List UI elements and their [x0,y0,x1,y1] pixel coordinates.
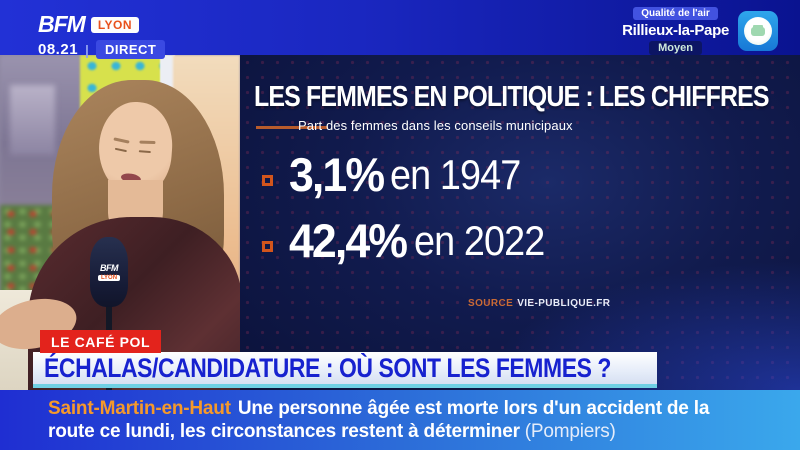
air-quality-city: Rillieux-la-Pape [622,22,729,39]
bfm-logo: BFM [38,11,86,37]
air-quality-glyph-icon [751,26,765,36]
source-label: SOURCE [468,298,514,309]
air-quality-widget: Qualité de l'air Rillieux-la-Pape Moyen [622,7,778,55]
air-quality-gauge-icon [744,17,772,45]
ticker-text-1: Une personne âgée est morte lors d'un ac… [237,398,710,419]
microphone-brand-label: BFM [100,263,119,273]
show-kicker-badge: LE CAFÉ POL [40,330,162,353]
stat-year: en 1947 [390,150,521,198]
presenter-eyebrow [139,140,156,145]
stat-row: 42,4% en 2022 [262,213,559,268]
infographic-panel: LES FEMMES EN POLITIQUE : LES CHIFFRES P… [240,55,800,390]
presenter-eye [138,150,151,154]
stat-row: 3,1% en 1947 [262,147,559,202]
ticker-line-2: route ce lundi, les circonstances resten… [48,420,800,443]
divider: | [85,41,89,58]
ticker-location: Saint-Martin-en-Haut [48,398,231,419]
clock: 08.21 [38,41,79,58]
source-line: SOURCE VIE-PUBLIQUE.FR [468,298,610,309]
region-badge: LYON [90,16,140,33]
presenter-eye [114,147,127,153]
source-name: VIE-PUBLIQUE.FR [517,298,611,309]
air-quality-icon [738,11,778,51]
stat-value: 42,4% [289,214,408,267]
stat-value: 3,1% [289,148,385,201]
air-quality-label: Qualité de l'air [633,7,718,20]
air-quality-level-badge: Moyen [649,41,702,55]
microphone: BFM LYON [90,237,128,307]
ticker-attribution: (Pompiers) [524,421,616,442]
title-accent-rule [256,126,328,129]
infographic-subtitle: Part des femmes dans les conseils munici… [298,118,573,133]
backdrop-building-highlight [10,85,55,155]
presenter-eyebrow [113,137,130,144]
headline-banner: ÉCHALAS/CANDIDATURE : OÙ SONT LES FEMMES… [33,352,657,388]
channel-brand: BFM LYON 08.21 | DIRECT [38,11,166,59]
news-ticker: Saint-Martin-en-Haut Une personne âgée es… [0,390,800,450]
bullet-square-icon [262,175,273,186]
ticker-text-2: route ce lundi, les circonstances resten… [48,421,520,442]
ticker-line-1: Saint-Martin-en-Haut Une personne âgée es… [48,397,800,420]
live-badge: DIRECT [95,40,166,59]
stat-year: en 2022 [414,216,545,264]
infographic-title: LES FEMMES EN POLITIQUE : LES CHIFFRES [254,81,770,113]
top-bar: BFM LYON 08.21 | DIRECT Qualité de l'air… [0,0,800,59]
stat-list: 3,1% en 1947 42,4% en 2022 [262,147,559,268]
headline-text: ÉCHALAS/CANDIDATURE : OÙ SONT LES FEMMES… [44,352,612,383]
bullet-square-icon [262,241,273,252]
microphone-region-label: LYON [97,275,121,281]
